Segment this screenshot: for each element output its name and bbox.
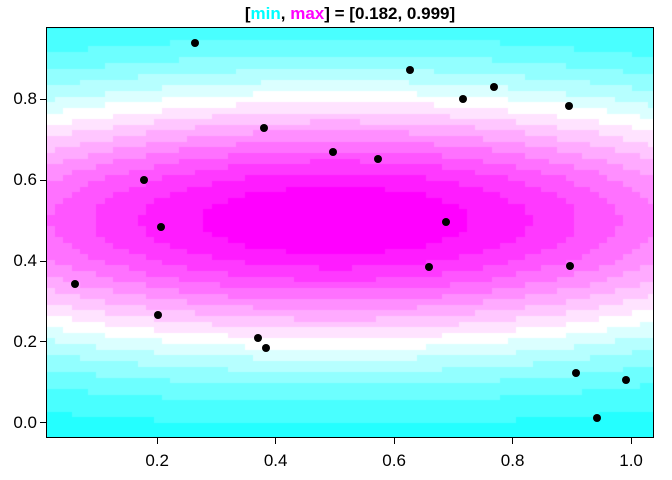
data-point xyxy=(140,176,149,185)
y-axis-tick-label: 0.6 xyxy=(13,170,37,190)
y-axis-tick xyxy=(40,179,46,181)
title-range-value: [0.182, 0.999] xyxy=(349,4,456,23)
data-point xyxy=(593,413,602,422)
data-point xyxy=(571,369,580,378)
plot-border xyxy=(46,27,654,438)
x-axis-tick xyxy=(630,438,632,444)
contour-fill-canvas xyxy=(47,28,653,437)
data-point xyxy=(441,218,450,227)
data-point xyxy=(425,263,434,272)
x-axis-tick xyxy=(512,438,514,444)
data-point xyxy=(329,147,338,156)
y-axis-tick-label: 0.8 xyxy=(13,89,37,109)
data-point xyxy=(262,343,271,352)
data-point xyxy=(154,310,163,319)
title-equals: ] = xyxy=(324,4,350,23)
data-point xyxy=(621,375,630,384)
y-axis-tick-label: 0.4 xyxy=(13,251,37,271)
x-axis-tick-label: 0.2 xyxy=(145,451,169,470)
data-point xyxy=(566,262,575,271)
plot-title: [min, max] = [0.182, 0.999] xyxy=(47,4,653,24)
x-axis-tick-label: 0.4 xyxy=(263,451,288,470)
title-separator: , xyxy=(280,4,291,23)
data-point xyxy=(253,333,262,342)
data-point xyxy=(156,223,165,232)
data-point xyxy=(564,102,573,111)
y-axis-tick xyxy=(40,341,46,343)
y-axis-tick xyxy=(40,260,46,262)
x-axis-tick-label: 1.0 xyxy=(619,451,643,470)
x-axis-tick xyxy=(393,438,395,444)
data-point xyxy=(70,280,79,289)
data-point xyxy=(406,65,415,74)
x-axis-tick-label: 0.8 xyxy=(500,451,525,470)
data-point xyxy=(459,94,468,103)
x-axis-tick-label: 0.6 xyxy=(382,451,406,470)
data-point xyxy=(191,38,200,47)
title-max-label: max xyxy=(290,4,325,23)
data-point xyxy=(489,82,498,91)
y-axis-tick-label: 0.0 xyxy=(13,412,37,432)
x-axis-tick xyxy=(156,438,158,444)
data-point xyxy=(259,123,268,132)
y-axis-tick xyxy=(40,422,46,424)
title-open-bracket: [ xyxy=(244,4,251,23)
x-axis-tick xyxy=(275,438,277,444)
y-axis-tick xyxy=(40,98,46,100)
y-axis-tick-label: 0.2 xyxy=(13,331,37,351)
data-point xyxy=(373,154,382,163)
title-min-label: min xyxy=(250,4,281,23)
